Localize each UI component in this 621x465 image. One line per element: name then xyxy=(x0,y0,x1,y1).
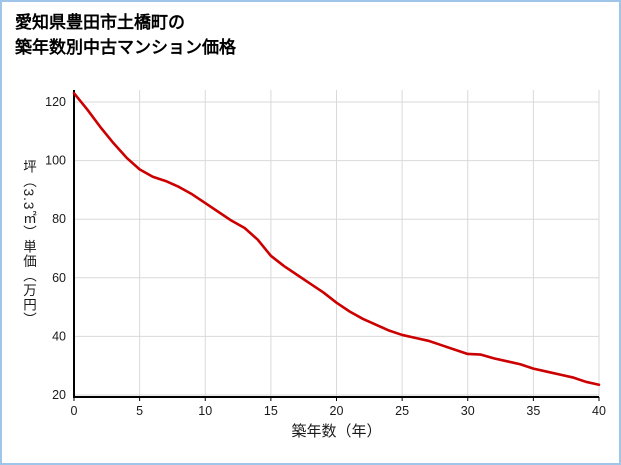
svg-text:20: 20 xyxy=(330,404,344,418)
svg-text:40: 40 xyxy=(592,404,606,418)
svg-text:60: 60 xyxy=(52,271,66,285)
svg-text:15: 15 xyxy=(264,404,278,418)
chart-title-line2: 築年数別中古マンション価格 xyxy=(15,37,236,57)
svg-text:80: 80 xyxy=(52,212,66,226)
svg-text:30: 30 xyxy=(461,404,475,418)
x-axis-label: 築年数（年） xyxy=(291,423,382,440)
svg-text:0: 0 xyxy=(71,404,78,418)
svg-text:40: 40 xyxy=(52,329,66,343)
svg-text:100: 100 xyxy=(45,154,66,168)
svg-text:5: 5 xyxy=(136,404,143,418)
svg-text:20: 20 xyxy=(52,388,66,402)
y-axis-label: 坪（3.3㎡）単価（万円） xyxy=(21,159,36,327)
svg-text:10: 10 xyxy=(198,404,212,418)
svg-text:25: 25 xyxy=(395,404,409,418)
svg-text:35: 35 xyxy=(526,404,540,418)
chart-title: 愛知県豊田市土橋町の 築年数別中古マンション価格 xyxy=(15,11,236,60)
chart-title-line1: 愛知県豊田市土橋町の xyxy=(15,13,185,32)
svg-text:120: 120 xyxy=(45,95,66,109)
